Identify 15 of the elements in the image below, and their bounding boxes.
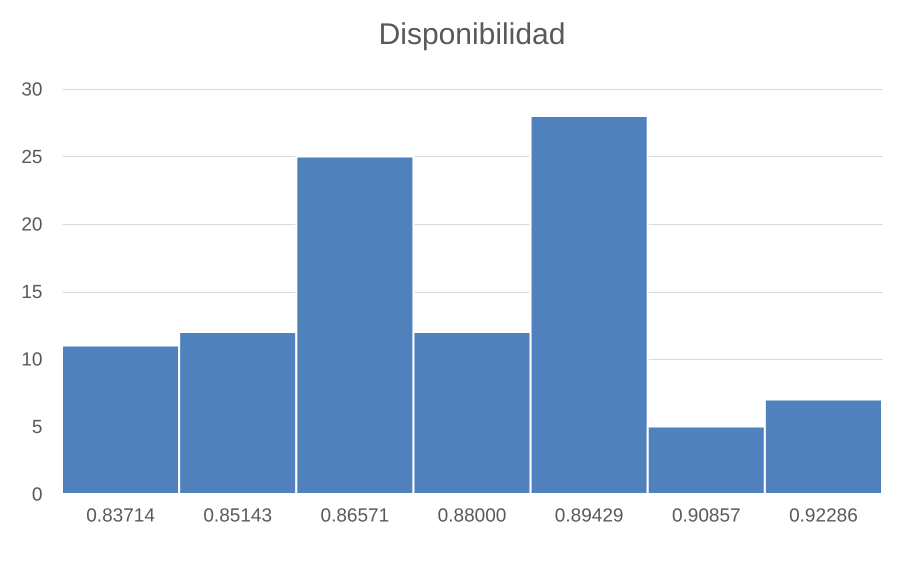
x-tick-label: 0.83714 [86,506,156,526]
y-tick-label: 0 [32,484,42,506]
y-tick-label: 20 [21,214,42,236]
y-tick-label: 25 [21,147,42,168]
x-tick-label: 0.92286 [789,506,858,526]
x-tick-label: 0.86571 [320,506,390,526]
x-tick-label: 0.89429 [554,506,624,526]
y-tick-label: 15 [21,282,42,303]
y-tick-label: 30 [21,80,42,100]
x-tick-label: 0.88000 [438,506,506,526]
chart-title: Disponibilidad [378,18,566,51]
x-tick-label: 0.90857 [672,506,741,526]
y-tick-label: 10 [21,350,42,370]
y-tick-label: 5 [32,417,42,438]
x-tick-label: 0.85143 [203,506,272,526]
